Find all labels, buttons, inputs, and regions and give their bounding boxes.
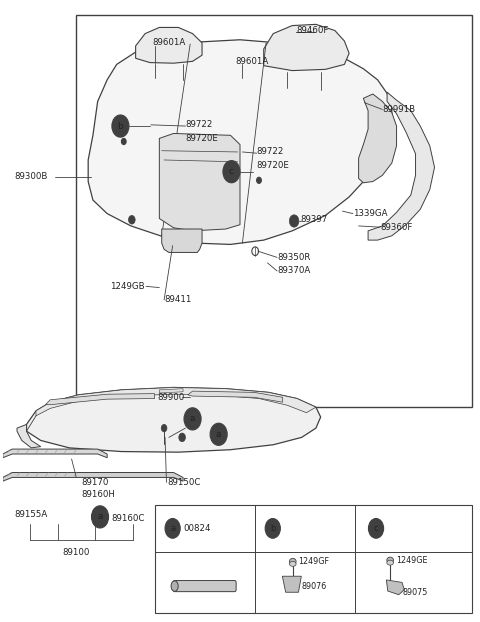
Text: 89601A: 89601A [235, 57, 268, 66]
Circle shape [129, 215, 135, 224]
Text: 89900: 89900 [157, 393, 184, 402]
Polygon shape [17, 424, 41, 448]
Text: 89722: 89722 [257, 147, 284, 157]
Ellipse shape [387, 560, 394, 565]
Text: 89991B: 89991B [383, 105, 416, 114]
Text: b: b [270, 524, 276, 533]
Circle shape [289, 215, 299, 227]
Text: 89300B: 89300B [14, 172, 48, 181]
Polygon shape [188, 391, 283, 402]
Ellipse shape [289, 559, 296, 565]
Text: 89360F: 89360F [380, 223, 412, 231]
Circle shape [369, 519, 384, 538]
Text: 89350R: 89350R [277, 253, 311, 262]
Text: 89170: 89170 [81, 478, 108, 487]
Text: 89076: 89076 [301, 582, 326, 590]
Text: 1249GE: 1249GE [396, 555, 427, 565]
Text: a: a [97, 513, 103, 521]
Text: c: c [374, 524, 378, 533]
Text: 89370A: 89370A [277, 266, 310, 276]
Text: a: a [190, 414, 195, 424]
Bar [76, 15, 472, 407]
Bar [155, 505, 472, 613]
Text: 89155A: 89155A [14, 510, 48, 519]
Circle shape [265, 519, 280, 538]
Text: 89720E: 89720E [257, 161, 289, 170]
Text: 89160C: 89160C [111, 514, 144, 523]
Circle shape [121, 139, 126, 144]
Circle shape [112, 115, 129, 137]
Text: 89160H: 89160H [81, 490, 115, 499]
Polygon shape [136, 27, 202, 63]
Text: b: b [118, 121, 123, 131]
Polygon shape [3, 473, 183, 481]
Text: 89460F: 89460F [297, 26, 329, 35]
Ellipse shape [289, 562, 296, 567]
Polygon shape [162, 229, 202, 253]
Text: 89150C: 89150C [168, 478, 201, 487]
Ellipse shape [387, 557, 394, 564]
Polygon shape [368, 92, 434, 240]
Text: 89100: 89100 [62, 548, 90, 557]
Polygon shape [88, 40, 392, 244]
Ellipse shape [171, 581, 178, 592]
Polygon shape [46, 394, 155, 405]
Polygon shape [159, 389, 183, 393]
Circle shape [223, 160, 240, 183]
Text: 89601A: 89601A [152, 39, 185, 47]
Text: c: c [229, 167, 234, 176]
Polygon shape [386, 580, 404, 595]
Circle shape [184, 408, 201, 430]
Circle shape [257, 177, 261, 183]
Circle shape [179, 433, 185, 442]
Text: 89075: 89075 [402, 588, 427, 596]
Circle shape [165, 519, 180, 538]
Circle shape [161, 424, 167, 432]
Text: 89722: 89722 [185, 120, 213, 129]
Text: 89411: 89411 [164, 295, 192, 304]
Text: 89397: 89397 [301, 215, 328, 225]
Polygon shape [3, 449, 107, 458]
Circle shape [210, 423, 227, 445]
Text: a: a [170, 524, 175, 533]
Text: 00824: 00824 [183, 524, 211, 533]
Polygon shape [26, 388, 321, 452]
Polygon shape [36, 388, 316, 415]
Polygon shape [282, 576, 301, 592]
Text: 89720E: 89720E [185, 134, 218, 143]
Text: 1249GB: 1249GB [109, 282, 144, 291]
Circle shape [92, 506, 108, 528]
FancyBboxPatch shape [173, 580, 236, 592]
Polygon shape [159, 134, 240, 231]
Polygon shape [359, 94, 396, 183]
Text: 1249GF: 1249GF [299, 557, 329, 566]
Polygon shape [264, 24, 349, 70]
Text: 1339GA: 1339GA [353, 209, 387, 218]
Text: a: a [216, 430, 221, 439]
